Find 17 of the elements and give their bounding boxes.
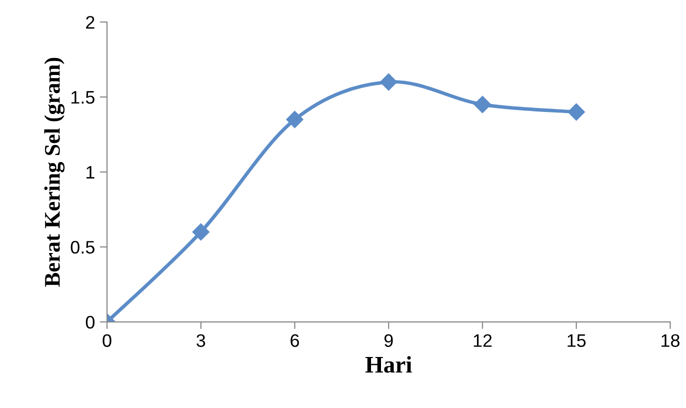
- x-tick-label: 6: [290, 334, 299, 347]
- y-tick-label: 1: [86, 166, 94, 179]
- x-tick-label: 0: [102, 334, 112, 347]
- y-tick-label: 2: [86, 16, 94, 29]
- y-tick-label: 0.5: [70, 240, 94, 254]
- y-axis-title: Berat Kering Sel (gram): [44, 58, 65, 287]
- x-tick-label: 9: [384, 334, 393, 347]
- y-tick-label: 1.5: [71, 91, 94, 104]
- x-tick-label: 3: [196, 334, 206, 347]
- x-axis-title: Hari: [365, 356, 412, 373]
- point: [474, 96, 492, 114]
- y-tick-label: 0: [86, 316, 95, 329]
- point: [380, 73, 398, 91]
- point: [568, 103, 585, 121]
- x-tick-label: 18: [662, 334, 680, 347]
- x-tick-label: 12: [474, 334, 492, 347]
- x-tick-label: 15: [568, 334, 586, 347]
